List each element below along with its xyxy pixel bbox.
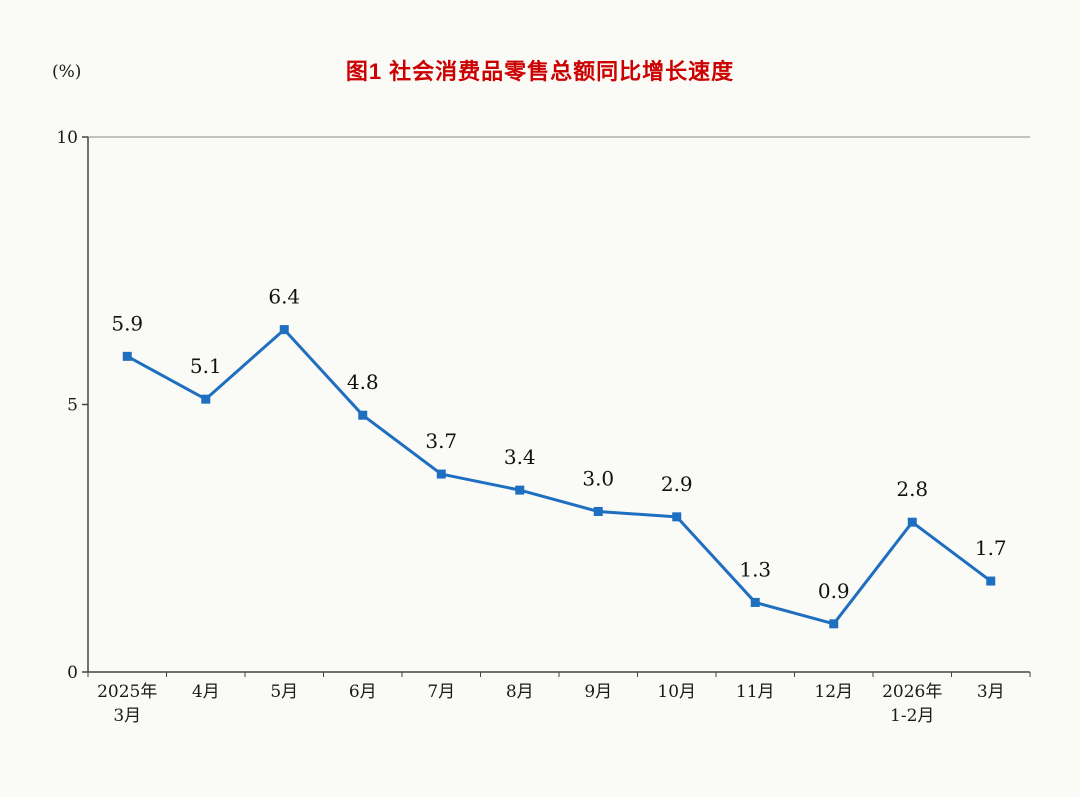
data-label: 3.7 [425, 429, 457, 453]
x-tick-label: 10月 [657, 682, 696, 702]
data-point-marker [122, 351, 132, 361]
data-label: 2.9 [661, 472, 693, 496]
x-tick-label: 3月 [113, 706, 141, 726]
data-point-marker [672, 512, 682, 522]
data-point-marker [829, 619, 839, 629]
x-tick-label: 11月 [736, 682, 775, 702]
y-tick-label: 5 [67, 396, 78, 416]
x-tick-label: 7月 [427, 682, 455, 702]
x-tick-label: 5月 [270, 682, 298, 702]
data-label: 3.0 [582, 467, 614, 491]
data-point-marker [201, 394, 211, 404]
chart-title: 图1 社会消费品零售总额同比增长速度 [345, 59, 735, 84]
data-point-marker [279, 325, 289, 335]
x-tick-label: 8月 [506, 682, 534, 702]
data-label: 4.8 [347, 370, 379, 394]
data-point-marker [358, 410, 368, 420]
x-tick-label: 9月 [584, 682, 612, 702]
data-point-marker [515, 485, 525, 495]
data-label: 3.4 [504, 445, 536, 469]
data-point-marker [436, 469, 446, 479]
x-tick-label: 12月 [814, 682, 853, 702]
data-point-marker [907, 517, 917, 527]
data-label: 2.8 [896, 477, 928, 501]
data-point-marker [593, 507, 603, 516]
data-point-marker [986, 576, 996, 586]
x-tick-label: 2026年 [882, 682, 942, 702]
data-label: 0.9 [818, 579, 850, 603]
line-series [126, 328, 992, 626]
data-label: 6.4 [268, 285, 300, 309]
y-tick-label: 0 [67, 663, 78, 683]
data-label: 1.3 [739, 557, 771, 581]
x-tick-label: 1-2月 [890, 706, 934, 726]
data-point-marker [750, 597, 760, 607]
data-label: 5.9 [111, 311, 143, 335]
x-tick-label: 6月 [349, 682, 377, 702]
x-tick-label: 4月 [192, 682, 220, 702]
data-label: 5.1 [190, 354, 222, 378]
data-label: 1.7 [975, 536, 1007, 560]
y-tick-label: 10 [56, 128, 78, 148]
x-tick-label: 2025年 [97, 682, 157, 702]
x-tick-label: 3月 [977, 682, 1005, 702]
y-axis-unit-label: (%) [52, 62, 82, 82]
